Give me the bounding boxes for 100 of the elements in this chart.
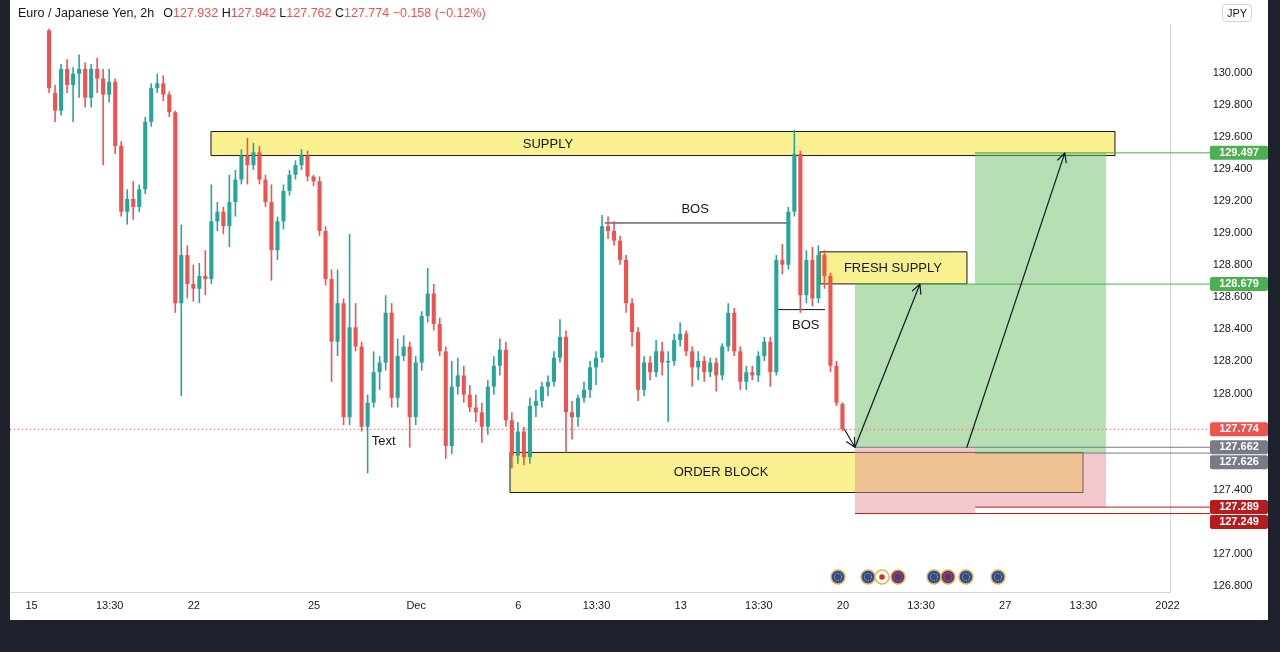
ref-line-label: 127.626 — [1219, 455, 1259, 468]
candlestick — [587, 360, 593, 399]
x-tick-label: 22 — [187, 598, 200, 611]
candlestick — [696, 350, 701, 381]
candlestick — [305, 149, 310, 183]
candlestick — [822, 249, 827, 290]
ref-line-label: BOS — [792, 316, 820, 332]
candlestick — [708, 356, 713, 378]
y-tick-label: 128.400 — [1212, 322, 1253, 335]
x-tick-label: 2022 — [1155, 598, 1180, 611]
candlestick — [702, 355, 707, 383]
candlestick — [714, 356, 719, 393]
candlestick — [299, 148, 304, 171]
candlestick — [167, 90, 172, 118]
candlestick — [612, 220, 617, 247]
candlestick — [780, 243, 785, 276]
y-tick-label: 130.000 — [1212, 65, 1253, 78]
candlestick — [65, 58, 70, 94]
candlestick — [203, 249, 208, 296]
x-tick-label: 13 — [674, 598, 687, 611]
candlestick — [233, 169, 238, 218]
y-tick-label: 128.600 — [1212, 290, 1253, 303]
candlestick — [581, 381, 587, 404]
ref-line-label: 127.249 — [1219, 515, 1259, 528]
candlestick — [71, 66, 76, 123]
x-tick-label: 6 — [515, 598, 522, 611]
candlestick — [593, 350, 599, 386]
candlestick — [95, 56, 100, 94]
x-tick-label: 13:30 — [95, 598, 124, 611]
x-tick-label: Dec — [406, 598, 427, 611]
candlestick — [605, 215, 611, 240]
candlestick — [750, 364, 755, 381]
candlestick — [107, 68, 112, 104]
candlestick — [575, 393, 581, 428]
band-label: FRESH SUPPLY — [843, 259, 943, 275]
candlestick — [461, 364, 466, 404]
y-tick-label: 128.000 — [1212, 386, 1253, 399]
candlestick — [287, 169, 292, 197]
candlestick — [101, 68, 106, 166]
ref-line-label: 127.774 — [1219, 422, 1260, 435]
candlestick — [221, 206, 226, 235]
candlestick — [125, 188, 130, 226]
candlestick — [557, 318, 562, 364]
candlestick — [425, 267, 430, 324]
y-tick-label: 129.800 — [1212, 97, 1253, 110]
x-tick-label: 13:30 — [907, 598, 935, 611]
y-tick-label: 129.200 — [1212, 194, 1253, 206]
y-tick-label: 129.400 — [1212, 161, 1253, 174]
y-tick-label: 128.800 — [1212, 258, 1253, 271]
chart-subtitle: O127.932 H127.942 L127.762 C127.774 −0.158 (−0.12%) — [163, 6, 486, 20]
y-tick-label: 127.000 — [1212, 546, 1253, 559]
candlestick — [353, 302, 358, 353]
candlestick — [197, 262, 202, 304]
candlestick — [131, 180, 136, 221]
candlestick — [533, 389, 538, 418]
candlestick — [455, 356, 460, 396]
candlestick — [191, 263, 196, 303]
candlestick — [678, 321, 683, 348]
candlestick — [618, 235, 623, 266]
ref-line-label: 128.679 — [1219, 277, 1259, 290]
candlestick — [293, 159, 298, 181]
candlestick — [137, 183, 142, 213]
annotation: Text — [371, 433, 397, 448]
y-tick-label: 129.600 — [1212, 129, 1253, 142]
x-tick-label: 15 — [25, 598, 38, 611]
ref-line-label: 129.497 — [1219, 145, 1259, 158]
candlestick — [756, 350, 761, 383]
candlestick — [77, 53, 82, 99]
candlestick — [473, 393, 478, 423]
x-tick-label: 25 — [307, 598, 321, 611]
candlestick — [672, 332, 677, 367]
ref-line-label: 127.662 — [1219, 440, 1259, 453]
ref-line-label: 127.289 — [1219, 500, 1259, 513]
ref-line-label: BOS — [681, 200, 710, 216]
y-tick-label: 129.000 — [1212, 226, 1253, 239]
y-tick-label: 128.200 — [1212, 354, 1253, 367]
candlestick — [377, 355, 382, 391]
x-tick-label: 27 — [999, 598, 1012, 611]
candlestick — [660, 340, 665, 377]
candlestick — [666, 350, 671, 423]
candlestick — [539, 381, 544, 409]
x-tick-label: 13:30 — [582, 598, 611, 611]
x-tick-label: 13:30 — [1069, 598, 1098, 611]
candlestick — [648, 355, 653, 381]
band-label: SUPPLY — [522, 135, 574, 151]
candlestick — [654, 339, 659, 378]
candlestick — [401, 334, 406, 362]
candlestick — [684, 329, 689, 357]
y-axis-title: JPY — [1222, 4, 1253, 22]
candlestick — [155, 72, 160, 94]
candlestick — [491, 355, 496, 396]
x-tick-label: 13:30 — [745, 598, 773, 611]
candlestick — [762, 336, 767, 362]
candlestick — [744, 364, 749, 391]
candlestick — [245, 137, 250, 186]
candlestick — [251, 141, 256, 171]
candlestick — [161, 74, 166, 102]
chart-title: Euro / Japanese Yen, 2h — [18, 6, 155, 20]
y-tick-label: 127.400 — [1212, 482, 1253, 495]
y-tick-label: 126.800 — [1212, 579, 1253, 592]
